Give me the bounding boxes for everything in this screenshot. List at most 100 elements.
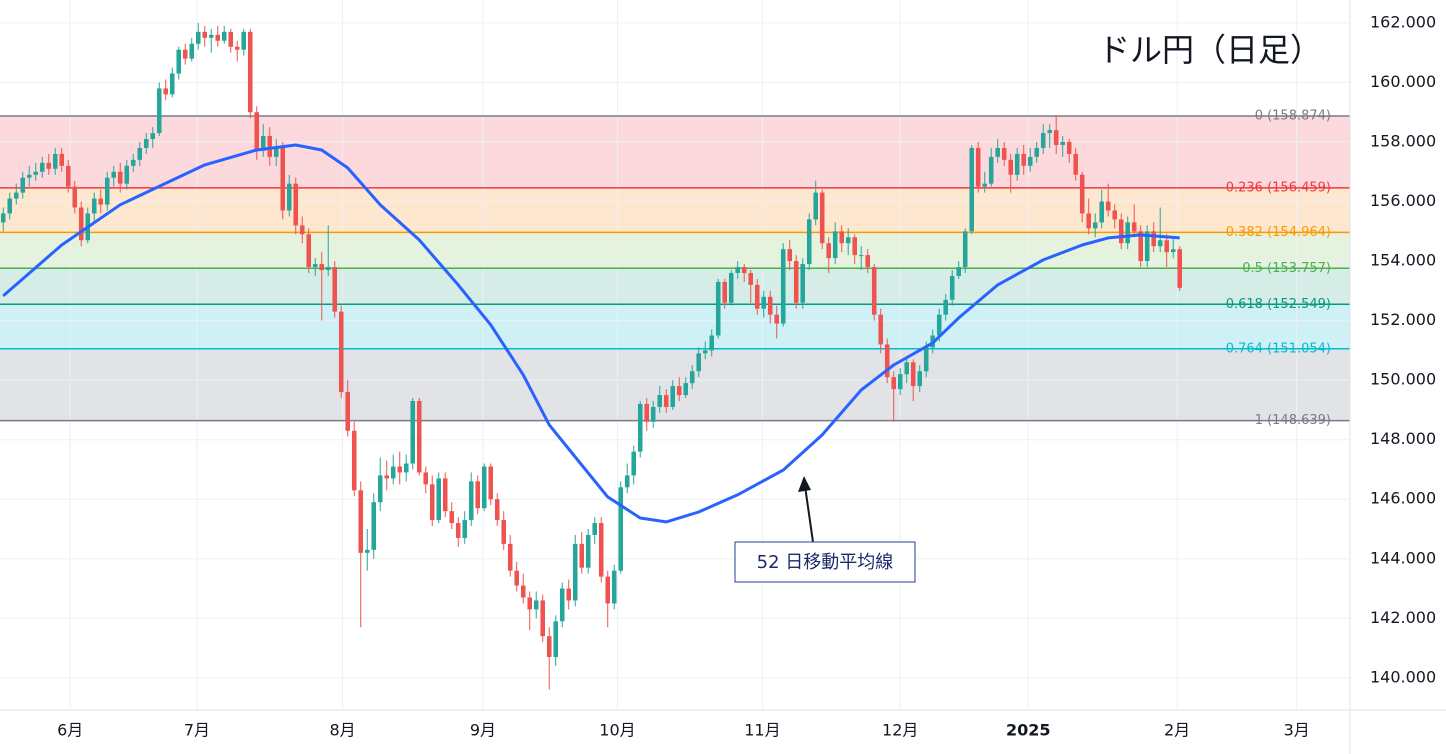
candle-body: [26, 174, 32, 178]
candle-body: [293, 183, 299, 226]
candle-body: [338, 311, 344, 393]
candle-body: [793, 261, 799, 303]
candle-body: [878, 314, 883, 345]
candle-body: [754, 284, 760, 309]
annotation-text: 52 日移動平均線: [757, 552, 894, 573]
candle-body: [78, 207, 84, 241]
candle-body: [33, 171, 39, 175]
candle-body: [806, 219, 812, 265]
annotation: 52 日移動平均線: [734, 476, 916, 583]
candle-body: [780, 249, 786, 324]
candle-body: [1021, 153, 1026, 166]
candle-body: [1001, 147, 1007, 160]
candle-body: [767, 296, 773, 315]
x-tick-label: 2025: [1006, 721, 1051, 740]
candle-body: [1034, 147, 1039, 157]
candle-body: [683, 383, 688, 396]
candle-body: [540, 600, 546, 637]
candle-body: [650, 406, 656, 422]
fib-band: [0, 232, 1350, 269]
candle-body: [1164, 240, 1169, 253]
candle-body: [904, 362, 909, 375]
candle-body: [189, 43, 195, 59]
annotation-box: [734, 541, 916, 583]
candle-body: [1118, 219, 1124, 244]
candle-body: [384, 475, 390, 479]
candle-body: [819, 192, 825, 244]
fib-band: [0, 304, 1350, 349]
candle-body: [423, 472, 429, 485]
candle-body: [46, 162, 52, 169]
candle-body: [416, 400, 422, 473]
x-tick-label: 12月: [882, 721, 918, 740]
candle-body: [592, 523, 598, 535]
candle-body: [520, 585, 526, 598]
candle-body: [215, 34, 221, 41]
candle-body: [1047, 130, 1052, 134]
candle-body: [1105, 201, 1111, 211]
candle-body: [481, 466, 487, 509]
y-tick-label: 156.000: [1370, 191, 1436, 210]
candle-body: [488, 466, 494, 500]
candle-body: [676, 386, 682, 396]
candle-body: [917, 371, 922, 387]
candle-body: [442, 478, 448, 512]
candle-body: [169, 73, 175, 95]
y-tick-label: 140.000: [1370, 667, 1436, 686]
candle-body: [943, 299, 948, 315]
candle-body: [865, 255, 870, 268]
candle-body: [455, 523, 461, 538]
candle-body: [20, 177, 26, 193]
y-tick-label: 148.000: [1370, 429, 1436, 448]
candle-body: [312, 264, 318, 268]
candle-body: [923, 347, 929, 372]
candle-body: [839, 231, 844, 244]
candle-body: [332, 267, 338, 312]
candle-body: [891, 377, 896, 390]
candle-body: [1014, 153, 1020, 175]
candle-body: [702, 350, 708, 354]
candle-body: [208, 34, 214, 38]
candle-body: [1079, 174, 1085, 214]
candle-body: [741, 267, 747, 273]
candle-body: [826, 243, 831, 259]
fib-levels: 0 (158.874) 0.236 (156.459) 0.382 (154.964…: [0, 108, 1350, 428]
x-tick-label: 10月: [599, 721, 635, 740]
candle-body: [559, 588, 565, 622]
candle-body: [514, 570, 520, 586]
candle-body: [969, 147, 974, 232]
candle-body: [546, 636, 552, 658]
candle-body: [715, 281, 721, 336]
candle-body: [364, 549, 370, 553]
candle-body: [111, 171, 117, 178]
candle-body: [273, 147, 279, 157]
moving-average: [2, 143, 1180, 524]
candle-body: [1112, 210, 1117, 220]
candle-body: [234, 46, 240, 50]
arrow-head: [798, 476, 811, 492]
candle-body: [130, 159, 136, 166]
candle-body: [124, 165, 130, 184]
candle-body: [572, 543, 578, 601]
grid: [0, 0, 1350, 710]
candle-body: [696, 353, 701, 372]
candle-body: [709, 335, 714, 351]
fib-label: 1 (148.639): [1255, 413, 1331, 428]
candle-body: [884, 344, 890, 378]
candle-body: [1086, 213, 1091, 229]
y-tick-label: 154.000: [1370, 251, 1436, 270]
fib-label: 0.5 (153.757): [1242, 261, 1331, 276]
annotation-arrow: [804, 485, 814, 543]
candle-body: [663, 395, 669, 407]
fib-label: 0.764 (151.054): [1226, 341, 1331, 356]
fib-label: 0 (158.874): [1255, 108, 1331, 123]
fib-label: 0.618 (152.549): [1226, 297, 1331, 312]
candle-body: [761, 296, 766, 309]
candle-body: [1040, 133, 1046, 148]
candle-body: [949, 275, 955, 300]
y-tick-label: 160.000: [1370, 72, 1436, 91]
y-tick-label: 144.000: [1370, 548, 1436, 567]
candle-body: [553, 621, 559, 658]
candle-body: [800, 264, 805, 303]
candle-body: [605, 576, 611, 604]
